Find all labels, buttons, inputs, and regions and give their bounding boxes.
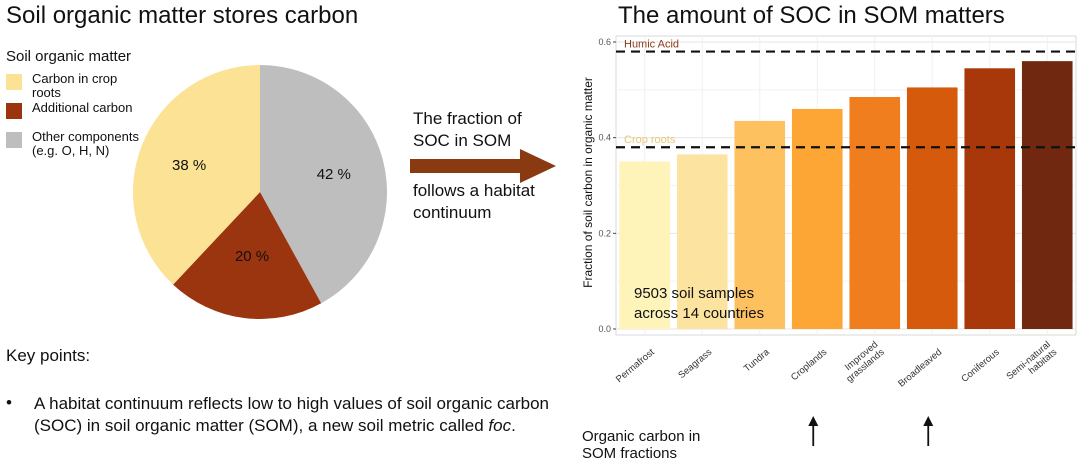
x-tick-label-line: Croplands <box>789 347 829 383</box>
x-tick-label: Permafrost <box>614 347 657 386</box>
legend-title: Soil organic matter <box>6 48 132 65</box>
up-arrow-head-icon <box>808 416 819 426</box>
x-tick-label: Coniferous <box>959 347 1001 385</box>
bar-permafrost <box>619 161 671 329</box>
legend-label: Additional carbon <box>32 100 133 115</box>
pie-value-label: 20 % <box>235 248 269 265</box>
x-tick-label-line: Broadleaved <box>896 347 944 390</box>
up-arrow-head-icon <box>923 416 934 426</box>
samples-line: 9503 soil samples <box>634 285 755 302</box>
bottom-label: Organic carbon in SOM fractions <box>582 428 700 462</box>
pie-value-label: 38 % <box>172 157 206 174</box>
pie-chart: 42 % 20 % 38 % <box>133 65 388 319</box>
legend-label: Other components (e.g. O, H, N) <box>32 129 139 158</box>
y-tick-label: 0.2 <box>598 228 611 238</box>
x-tick-label-line: Tundra <box>742 346 772 374</box>
right-title: The amount of SOC in SOM matters <box>618 2 1005 29</box>
legend-label: Carbon in crop roots <box>32 71 118 100</box>
pie-slice-crop-roots <box>133 65 260 285</box>
bullet-text-part: A habitat continuum reflects low to high… <box>34 394 550 435</box>
key-points-title: Key points: <box>6 346 91 365</box>
samples-line: across 14 countries <box>634 305 765 322</box>
legend-swatch <box>6 74 22 90</box>
legend-item-additional-carbon: Additional carbon <box>6 101 142 119</box>
left-title: Soil organic matter stores carbon <box>6 2 359 29</box>
x-tick-label: Seagrass <box>676 347 714 381</box>
arrow-caption-bottom: follows a habitat continuum <box>413 180 535 224</box>
x-tick-label-line: Seagrass <box>676 347 714 381</box>
legend-item-other-components: Other components (e.g. O, H, N) <box>6 130 142 158</box>
bar-chart: 0.0 0.2 0.4 0.6 Fraction of soil carbon in o… <box>581 35 1077 446</box>
y-axis-label: Fraction of soil carbon in organic matte… <box>581 77 595 288</box>
bullet-text-foc: foc <box>488 416 512 435</box>
samples-annotation: 9503 soil samples across 14 countries <box>634 284 764 324</box>
x-tick-label-line: Permafrost <box>614 347 657 386</box>
pie-value-label: 42 % <box>317 166 351 183</box>
legend-swatch <box>6 132 22 148</box>
y-tick-label: 0.0 <box>598 324 611 334</box>
legend-swatch <box>6 103 22 119</box>
arrow-caption-line: follows a habitat <box>413 181 535 200</box>
arrow-caption-line: The fraction of <box>413 109 522 128</box>
y-tick-label: 0.6 <box>598 37 611 47</box>
pie-slice-additional-carbon <box>173 192 322 319</box>
reference-line-label: Humic Acid <box>624 39 679 51</box>
bar-tundra <box>734 120 786 329</box>
x-tick-label: Broadleaved <box>896 347 944 390</box>
bar-broadleaved <box>906 87 958 329</box>
pie-slice-other <box>260 65 388 304</box>
key-point-bullet: A habitat continuum reflects low to high… <box>34 393 574 437</box>
x-tick-label: Croplands <box>789 347 829 383</box>
arrow-caption-top: The fraction of SOC in SOM <box>413 108 522 152</box>
bar-semi-natural-habitats <box>1021 61 1073 330</box>
arrow-caption-line: SOC in SOM <box>413 131 512 150</box>
arrow-caption-line: continuum <box>413 203 492 222</box>
bar-improved-grasslands <box>849 97 901 329</box>
x-tick-label-line: Coniferous <box>959 347 1001 385</box>
y-tick-label: 0.4 <box>598 133 611 143</box>
bullet-marker: • <box>6 393 12 412</box>
legend-item-crop-roots: Carbon in crop roots <box>6 72 142 100</box>
x-tick-label: Tundra <box>742 346 772 374</box>
reference-line-label: Crop roots <box>624 134 676 146</box>
right-arrow-icon <box>410 149 556 183</box>
bar-croplands <box>791 108 843 329</box>
bottom-label-line: Organic carbon in <box>582 428 701 445</box>
bar-coniferous <box>964 68 1016 329</box>
bullet-text-end: . <box>511 416 516 435</box>
bottom-label-line: SOM fractions <box>582 445 678 462</box>
bar-seagrass <box>676 154 728 329</box>
